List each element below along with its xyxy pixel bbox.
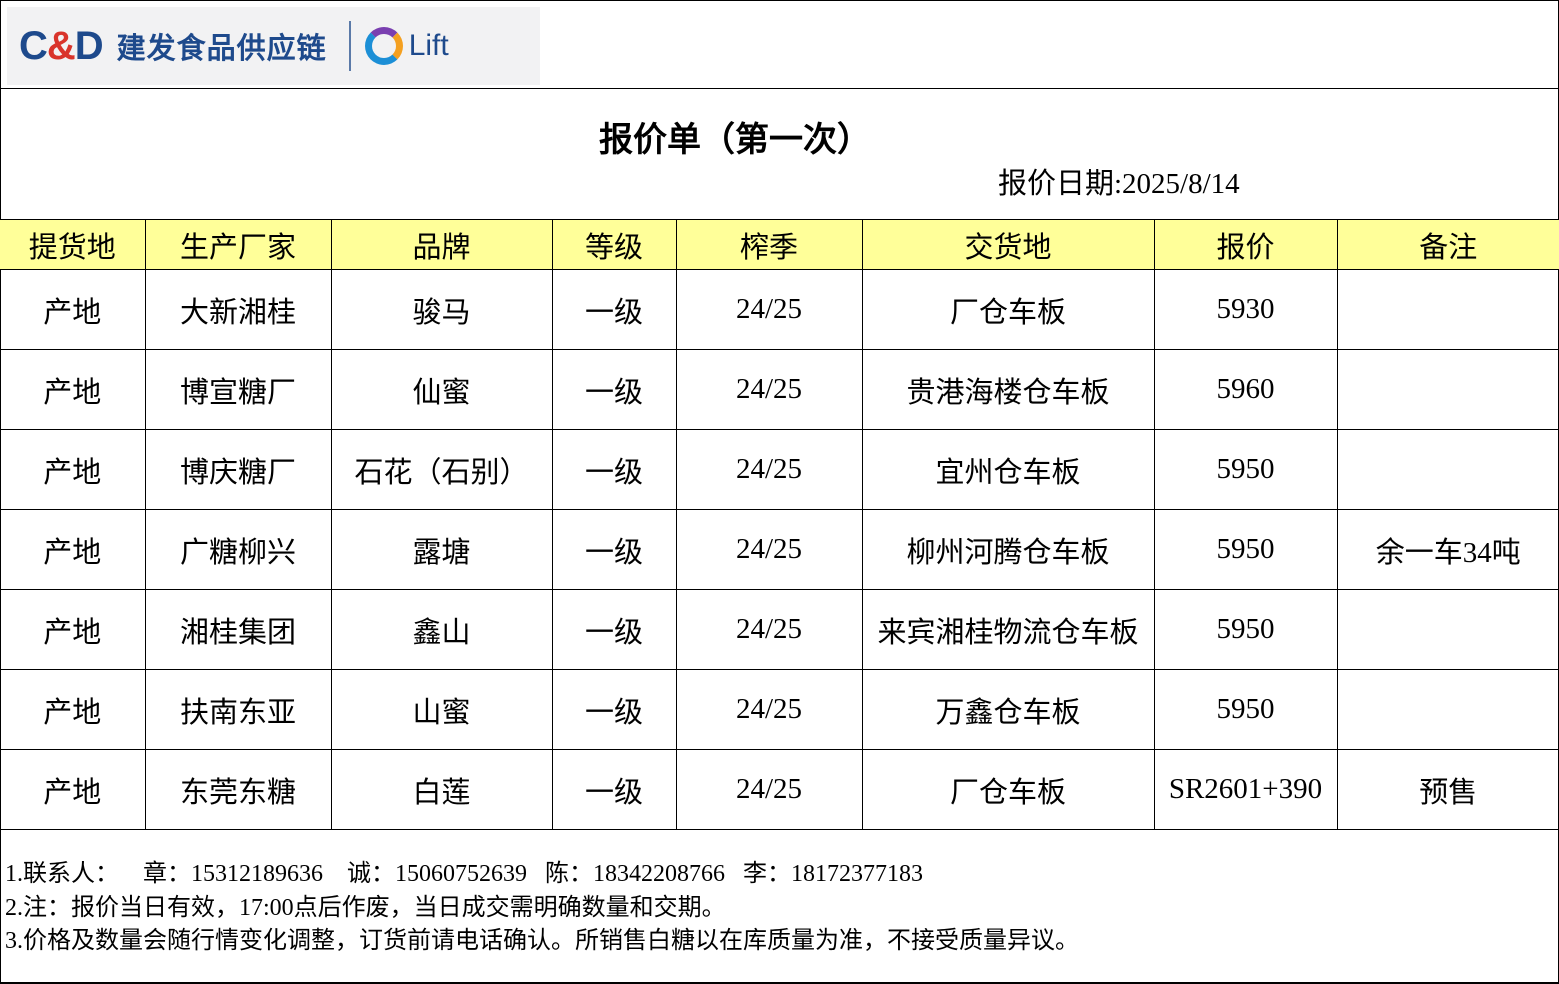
table-cell: 产地 bbox=[0, 269, 146, 350]
table-cell: 5950 bbox=[1153, 589, 1338, 670]
quote-date: 报价日期:2025/8/14 bbox=[998, 168, 1240, 200]
table-cell bbox=[1336, 429, 1559, 510]
table-cell: 博庆糖厂 bbox=[144, 429, 332, 510]
table-cell: 产地 bbox=[0, 349, 146, 430]
column-header: 榨季 bbox=[675, 219, 863, 270]
table-cell: 厂仓车板 bbox=[861, 749, 1155, 830]
table-cell: 露塘 bbox=[330, 509, 553, 590]
table-cell: 5960 bbox=[1153, 349, 1338, 430]
table-cell: 博宣糖厂 bbox=[144, 349, 332, 430]
quote-table: 提货地 生产厂家 品牌 等级 榨季 交货地 报价 备注 产地 大新湘桂 骏马 一级 24/25 厂仓车板… bbox=[0, 219, 1559, 830]
note-contacts: 1.联系人： 章：15312189636 诚：15060752639 陈：183… bbox=[5, 858, 1079, 892]
column-header: 交货地 bbox=[861, 219, 1155, 270]
table-cell: 产地 bbox=[0, 669, 146, 750]
table-row: 产地 广糖柳兴 露塘 一级 24/25 柳州河腾仓车板 5950 余一车34吨 bbox=[0, 509, 1559, 590]
table-cell: 24/25 bbox=[675, 589, 863, 670]
table-cell: 一级 bbox=[551, 349, 677, 430]
table-cell: 5950 bbox=[1153, 669, 1338, 750]
table-cell: 一级 bbox=[551, 429, 677, 510]
divider bbox=[0, 88, 1559, 89]
table-cell: 一级 bbox=[551, 509, 677, 590]
column-header: 提货地 bbox=[0, 219, 146, 270]
lift-ring-icon bbox=[364, 27, 403, 65]
table-cell: 厂仓车板 bbox=[861, 269, 1155, 350]
table-cell: 大新湘桂 bbox=[144, 269, 332, 350]
column-header: 备注 bbox=[1336, 219, 1559, 270]
lift-logo-text: Lift bbox=[408, 29, 449, 62]
table-cell: 宜州仓车板 bbox=[861, 429, 1155, 510]
table-cell: 万鑫仓车板 bbox=[861, 669, 1155, 750]
table-row: 产地 东莞东糖 白莲 一级 24/25 厂仓车板 SR2601+390 预售 bbox=[0, 749, 1559, 830]
table-row: 产地 湘桂集团 鑫山 一级 24/25 来宾湘桂物流仓车板 5950 bbox=[0, 589, 1559, 670]
table-cell: 一级 bbox=[551, 269, 677, 350]
column-header: 报价 bbox=[1153, 219, 1338, 270]
cd-logo-text: C&D bbox=[19, 23, 104, 68]
table-cell: 贵港海楼仓车板 bbox=[861, 349, 1155, 430]
table-cell: 山蜜 bbox=[330, 669, 553, 750]
logo-company-name: 建发食品供应链 bbox=[116, 33, 327, 65]
table-cell bbox=[1336, 589, 1559, 670]
table-cell: 来宾湘桂物流仓车板 bbox=[861, 589, 1155, 670]
table-cell: SR2601+390 bbox=[1153, 749, 1338, 830]
table-cell: 一级 bbox=[551, 749, 677, 830]
table-cell: 5930 bbox=[1153, 269, 1338, 350]
table-cell: 24/25 bbox=[675, 669, 863, 750]
table-cell: 产地 bbox=[0, 589, 146, 670]
note-text: 3.价格及数量会随行情变化调整，订货前请电话确认。所销售白糖以在库质量为准，不接… bbox=[5, 928, 1079, 954]
table-cell: 扶南东亚 bbox=[144, 669, 332, 750]
table-row: 产地 扶南东亚 山蜜 一级 24/25 万鑫仓车板 5950 bbox=[0, 669, 1559, 750]
logo-divider bbox=[348, 21, 351, 71]
table-row: 产地 博庆糖厂 石花（石别） 一级 24/25 宜州仓车板 5950 bbox=[0, 429, 1559, 510]
table-header-row: 提货地 生产厂家 品牌 等级 榨季 交货地 报价 备注 bbox=[0, 219, 1559, 270]
column-header: 生产厂家 bbox=[144, 219, 332, 270]
table-cell: 24/25 bbox=[675, 429, 863, 510]
table-row: 产地 大新湘桂 骏马 一级 24/25 厂仓车板 5930 bbox=[0, 269, 1559, 350]
table-cell: 24/25 bbox=[675, 349, 863, 430]
table-cell: 产地 bbox=[0, 509, 146, 590]
table-cell: 湘桂集团 bbox=[144, 589, 332, 670]
note-text: 1.联系人： 章：15312189636 诚：15060752639 陈：183… bbox=[5, 861, 923, 887]
note-text: 2.注：报价当日有效，17:00点后作废，当日成交需明确数量和交期。 bbox=[5, 894, 726, 921]
table-cell: 5950 bbox=[1153, 429, 1338, 510]
table-cell: 骏马 bbox=[330, 269, 553, 350]
note-validity: 2.注：报价当日有效，17:00点后作废，当日成交需明确数量和交期。 bbox=[5, 892, 1079, 926]
table-cell: 预售 bbox=[1336, 749, 1559, 830]
table-cell: 余一车34吨 bbox=[1336, 509, 1559, 590]
table-cell: 仙蜜 bbox=[330, 349, 553, 430]
table-row: 产地 博宣糖厂 仙蜜 一级 24/25 贵港海楼仓车板 5960 bbox=[0, 349, 1559, 430]
table-cell: 一级 bbox=[551, 669, 677, 750]
table-cell: 柳州河腾仓车板 bbox=[861, 509, 1155, 590]
table-cell: 东莞东糖 bbox=[144, 749, 332, 830]
table-cell: 24/25 bbox=[675, 749, 863, 830]
column-header: 品牌 bbox=[330, 219, 553, 270]
table-cell: 5950 bbox=[1153, 509, 1338, 590]
column-header: 等级 bbox=[551, 219, 677, 270]
table-cell: 广糖柳兴 bbox=[144, 509, 332, 590]
table-cell: 24/25 bbox=[675, 509, 863, 590]
table-cell bbox=[1336, 349, 1559, 430]
table-cell bbox=[1336, 269, 1559, 350]
table-cell: 产地 bbox=[0, 749, 146, 830]
table-cell: 产地 bbox=[0, 429, 146, 510]
page-title: 报价单（第一次） bbox=[599, 122, 871, 159]
table-cell: 24/25 bbox=[675, 269, 863, 350]
company-logo: C&D 建发食品供应链 Lift bbox=[7, 7, 540, 85]
table-cell bbox=[1336, 669, 1559, 750]
table-cell: 石花（石别） bbox=[330, 429, 553, 510]
table-cell: 一级 bbox=[551, 589, 677, 670]
table-cell: 白莲 bbox=[330, 749, 553, 830]
notes: 1.联系人： 章：15312189636 诚：15060752639 陈：183… bbox=[5, 858, 1079, 959]
table-cell: 鑫山 bbox=[330, 589, 553, 670]
note-disclaimer: 3.价格及数量会随行情变化调整，订货前请电话确认。所销售白糖以在库质量为准，不接… bbox=[5, 925, 1079, 959]
